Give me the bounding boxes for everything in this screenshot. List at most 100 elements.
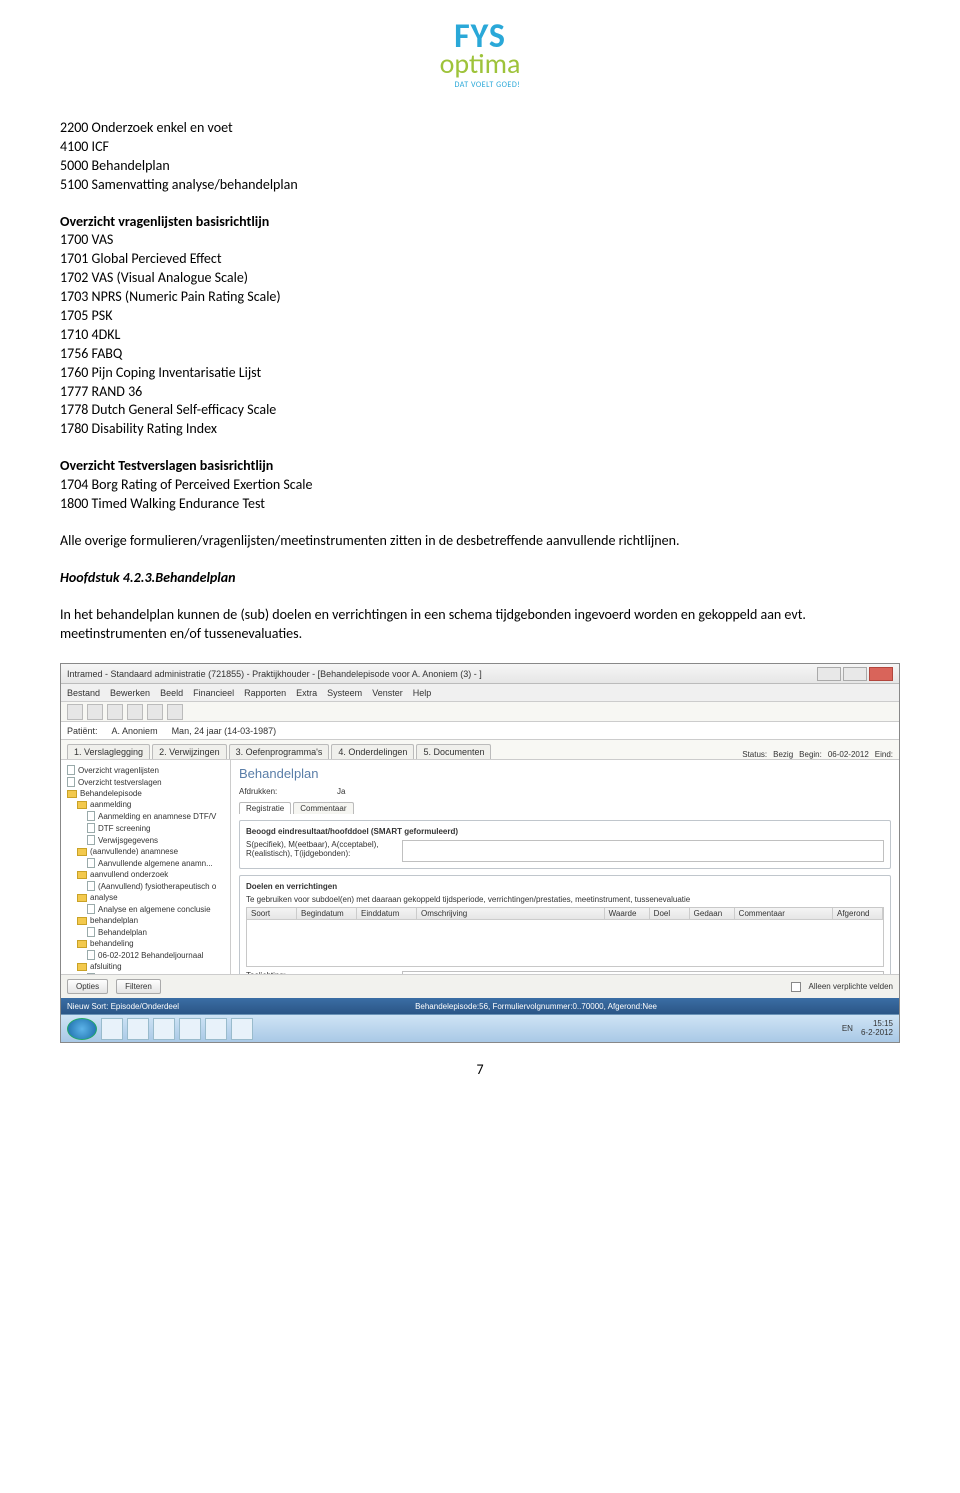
folder-icon [77,917,87,925]
tree-node[interactable]: aanvullend onderzoek [65,869,226,880]
menubar: Bestand Bewerken Beeld Financieel Rappor… [61,684,899,702]
tree-node[interactable]: Aanmelding en anamnese DTF/V [65,810,226,822]
grid-col[interactable]: Soort [247,908,297,919]
tree-node[interactable]: Overzicht testverslagen [65,776,226,788]
tab[interactable]: 3. Oefenprogramma's [229,744,330,759]
folder-icon [77,963,87,971]
patient-bar: Patiënt: A. Anoniem Man, 24 jaar (14-03-… [61,722,899,740]
toolbar-icon[interactable] [107,704,123,720]
logo-tagline: DAT VOELT GOED! [440,80,521,90]
opties-button[interactable]: Opties [67,979,108,994]
menu-item[interactable]: Beeld [160,688,183,698]
start-button[interactable] [67,1018,97,1040]
menu-item[interactable]: Extra [296,688,317,698]
text-line: 4100 ICF [60,138,900,157]
language-indicator[interactable]: EN [842,1024,853,1033]
taskbar-icon[interactable] [231,1018,253,1040]
folder-icon [77,940,87,948]
filteren-button[interactable]: Filteren [116,979,161,994]
tree-node[interactable]: 06-02-2012 Behandeljournaal [65,949,226,961]
tree-node-label: Overzicht vragenlijsten [78,766,159,775]
tree-node[interactable]: Aanvullende algemene anamn... [65,857,226,869]
menu-item[interactable]: Financieel [193,688,234,698]
tree-node[interactable]: aanmelding [65,799,226,810]
page-icon [87,835,95,845]
minimize-button[interactable] [817,667,841,681]
text-line: 1701 Global Percieved Effect [60,250,900,269]
toolbar-icon[interactable] [87,704,103,720]
tree-node[interactable]: Behandelepisode [65,788,226,799]
page-icon [67,765,75,775]
tree-node[interactable]: afsluiting [65,961,226,972]
grid-col[interactable]: Commentaar [735,908,833,919]
taskbar-icon[interactable] [179,1018,201,1040]
subtab[interactable]: Commentaar [293,802,353,814]
clock[interactable]: 15:15 6-2-2012 [861,1020,893,1038]
text-line: 5100 Samenvatting analyse/behandelplan [60,176,900,195]
menu-item[interactable]: Bewerken [110,688,150,698]
menu-item[interactable]: Bestand [67,688,100,698]
tree-node[interactable]: behandelplan [65,915,226,926]
taskbar-icon[interactable] [153,1018,175,1040]
section-heading: Overzicht Testverslagen basisrichtlijn [60,457,900,476]
toolbar-icon[interactable] [127,704,143,720]
page-icon [87,811,95,821]
main-panel: Behandelplan Afdrukken: Ja Registratie C… [231,760,899,974]
afdrukken-value[interactable]: Ja [337,787,345,796]
menu-item[interactable]: Help [413,688,432,698]
folder-icon [77,871,87,879]
checkbox-label: Alleen verplichte velden [809,982,894,991]
folder-icon [67,790,77,798]
begin-label: Begin: [799,750,822,759]
taskbar-icon[interactable] [101,1018,123,1040]
tab[interactable]: 5. Documenten [416,744,491,759]
toolbar-icon[interactable] [167,704,183,720]
taskbar-icon[interactable] [127,1018,149,1040]
group-header: Doelen en verrichtingen [246,882,884,891]
tree-node[interactable]: Behandelplan [65,926,226,938]
grid-col[interactable]: Afgerond [833,908,883,919]
close-button[interactable] [869,667,893,681]
grid-col[interactable]: Doel [650,908,690,919]
grid-col[interactable]: Begindatum [297,908,357,919]
subtab[interactable]: Registratie [239,802,291,814]
patient-label: Patiënt: [67,726,98,736]
tree-node[interactable]: (aanvullende) anamnese [65,846,226,857]
grid-col[interactable]: Omschrijving [417,908,605,919]
tree-node[interactable]: behandeling [65,938,226,949]
tree-node[interactable]: analyse [65,892,226,903]
maximize-button[interactable] [843,667,867,681]
eind-label: Eind: [875,750,893,759]
tree-node[interactable]: Overzicht vragenlijsten [65,764,226,776]
page-icon [67,777,75,787]
textarea[interactable] [402,840,884,862]
nav-tree: Overzicht vragenlijstenOverzicht testver… [61,760,231,974]
grid-col[interactable]: Einddatum [357,908,417,919]
tab[interactable]: 2. Verwijzingen [152,744,227,759]
taskbar-icon[interactable] [205,1018,227,1040]
tab[interactable]: 4. Onderdelingen [331,744,414,759]
checkbox[interactable] [791,982,801,992]
page-icon [87,904,95,914]
paragraph-2: In het behandelplan kunnen de (sub) doel… [60,606,900,644]
group-header: Beoogd eindresultaat/hoofddoel (SMART ge… [246,827,884,836]
tab[interactable]: 1. Verslaglegging [67,744,150,759]
grid-col[interactable]: Gedaan [690,908,735,919]
menu-item[interactable]: Systeem [327,688,362,698]
data-grid[interactable]: Soort Begindatum Einddatum Omschrijving … [246,907,884,967]
status-label: Status: [742,750,767,759]
tree-node[interactable]: Verwijsgegevens [65,834,226,846]
tree-node[interactable]: Analyse en algemene conclusie [65,903,226,915]
text-line: 1702 VAS (Visual Analogue Scale) [60,269,900,288]
tree-node[interactable]: (Aanvullend) fysiotherapeutisch o [65,880,226,892]
folder-icon [77,848,87,856]
menu-item[interactable]: Venster [372,688,403,698]
toolbar-icon[interactable] [147,704,163,720]
page-icon [87,927,95,937]
page-icon [87,950,95,960]
menu-item[interactable]: Rapporten [244,688,286,698]
toolbar-icon[interactable] [67,704,83,720]
grid-col[interactable]: Waarde [605,908,650,919]
page-icon [87,823,95,833]
tree-node[interactable]: DTF screening [65,822,226,834]
